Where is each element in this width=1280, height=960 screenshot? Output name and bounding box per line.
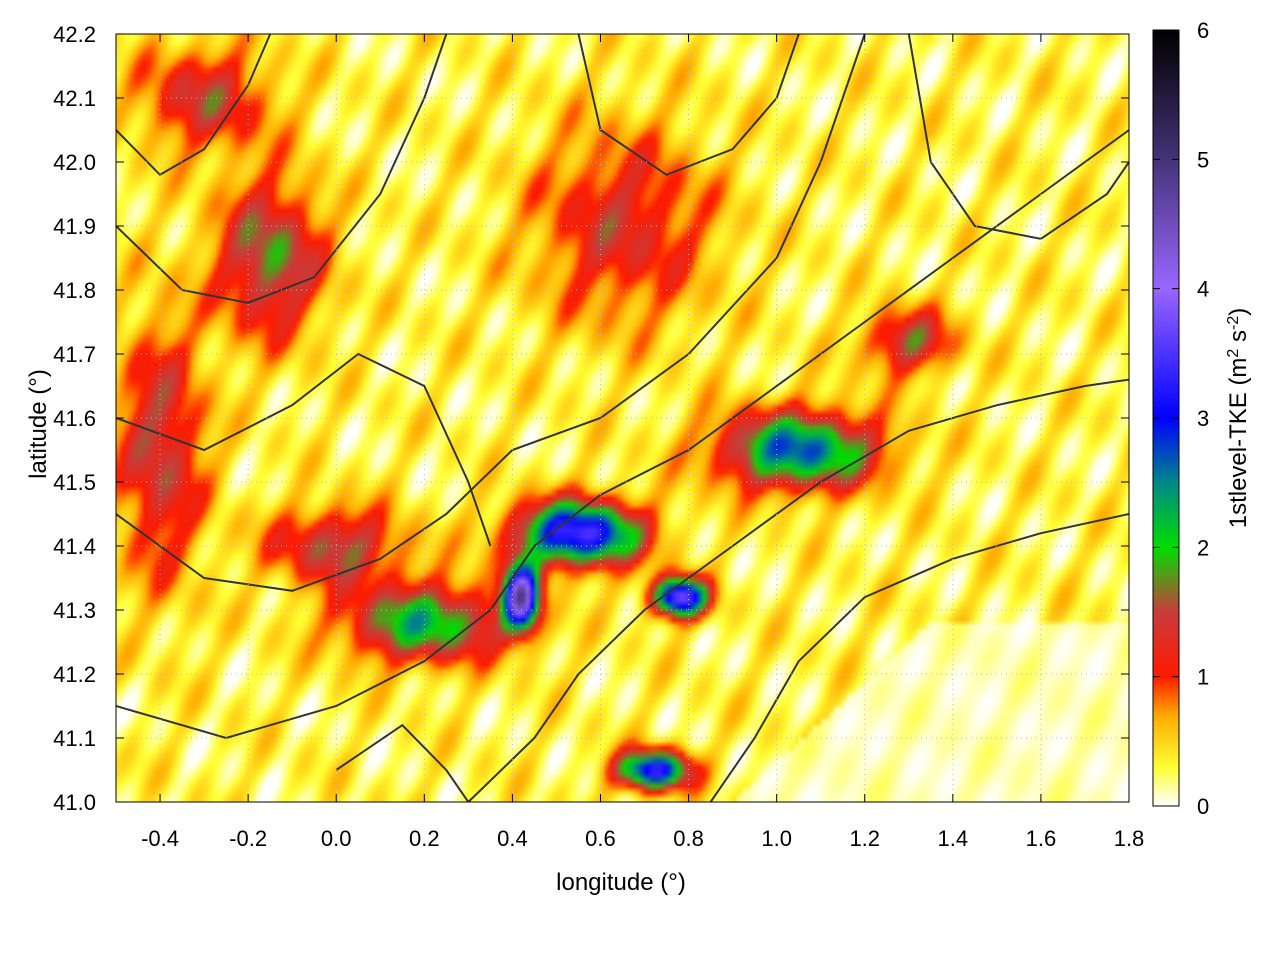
contour-line — [116, 34, 448, 304]
contour-line — [577, 34, 800, 176]
colorbar-ticks — [1153, 29, 1179, 807]
x-axis-label: longitude (°) — [556, 869, 686, 896]
y-tick-label: 42.1 — [53, 86, 96, 111]
y-axis-tick-labels: 41.0 41.1 41.2 41.3 41.4 41.5 41.6 41.7 41.8 41.9… — [53, 22, 96, 815]
axis-ticks — [116, 33, 1130, 803]
y-tick-label: 41.6 — [53, 406, 96, 431]
y-tick-label: 41.3 — [53, 598, 96, 623]
x-tick-label: 1.4 — [938, 826, 969, 851]
x-tick-label: 1.6 — [1026, 826, 1057, 851]
x-tick-label: 0.2 — [409, 826, 440, 851]
contour-line — [116, 34, 272, 177]
y-tick-label: 41.8 — [53, 278, 96, 303]
colorbar-tick-label: 3 — [1197, 406, 1209, 431]
colorbar: 0 1 2 3 4 5 6 1stlevel-TKE (m2 s-2) — [1152, 18, 1253, 819]
y-tick-label: 42.2 — [53, 22, 96, 47]
y-axis-label: latitude (°) — [25, 369, 52, 479]
x-tick-label: 1.2 — [849, 826, 880, 851]
heatmap-image — [116, 34, 1129, 802]
colorbar-tick-label: 2 — [1197, 535, 1209, 560]
colorbar-tick-label: 0 — [1197, 794, 1209, 819]
colorbar-tick-label: 6 — [1197, 18, 1209, 43]
x-tick-label: 0.0 — [321, 826, 352, 851]
x-tick-label: 0.8 — [673, 826, 704, 851]
contour-line — [116, 352, 492, 547]
y-tick-label: 42.0 — [53, 150, 96, 175]
colorbar-tick-label: 4 — [1197, 277, 1209, 302]
colorbar-tick-label: 1 — [1197, 665, 1209, 690]
heatmap-field — [116, 34, 1129, 802]
y-tick-label: 41.4 — [53, 534, 96, 559]
contour-line — [709, 513, 1129, 802]
plot-area — [115, 33, 1130, 803]
y-tick-label: 41.9 — [53, 214, 96, 239]
colorbar-tick-label: 5 — [1197, 147, 1209, 172]
y-tick-label: 41.7 — [53, 342, 96, 367]
x-tick-label: -0.4 — [141, 826, 179, 851]
x-tick-label: 1.8 — [1114, 826, 1145, 851]
x-tick-label: 1.0 — [761, 826, 792, 851]
y-tick-label: 41.5 — [53, 470, 96, 495]
y-tick-label: 41.1 — [53, 726, 96, 751]
x-tick-label: -0.2 — [229, 826, 267, 851]
contour-line — [335, 723, 470, 802]
y-tick-label: 41.2 — [53, 662, 96, 687]
contour-line — [907, 34, 1129, 240]
x-tick-label: 0.6 — [585, 826, 616, 851]
colorbar-tick-labels: 0 1 2 3 4 5 6 — [1197, 18, 1209, 819]
x-axis-tick-labels: -0.4 -0.2 0.0 0.2 0.4 0.6 0.8 1.0 1.2 1.4 1.6 1.8 — [141, 826, 1144, 851]
y-tick-label: 41.0 — [53, 790, 96, 815]
colorbar-label: 1stlevel-TKE (m2 s-2) — [1225, 308, 1253, 529]
x-tick-label: 0.4 — [497, 826, 528, 851]
